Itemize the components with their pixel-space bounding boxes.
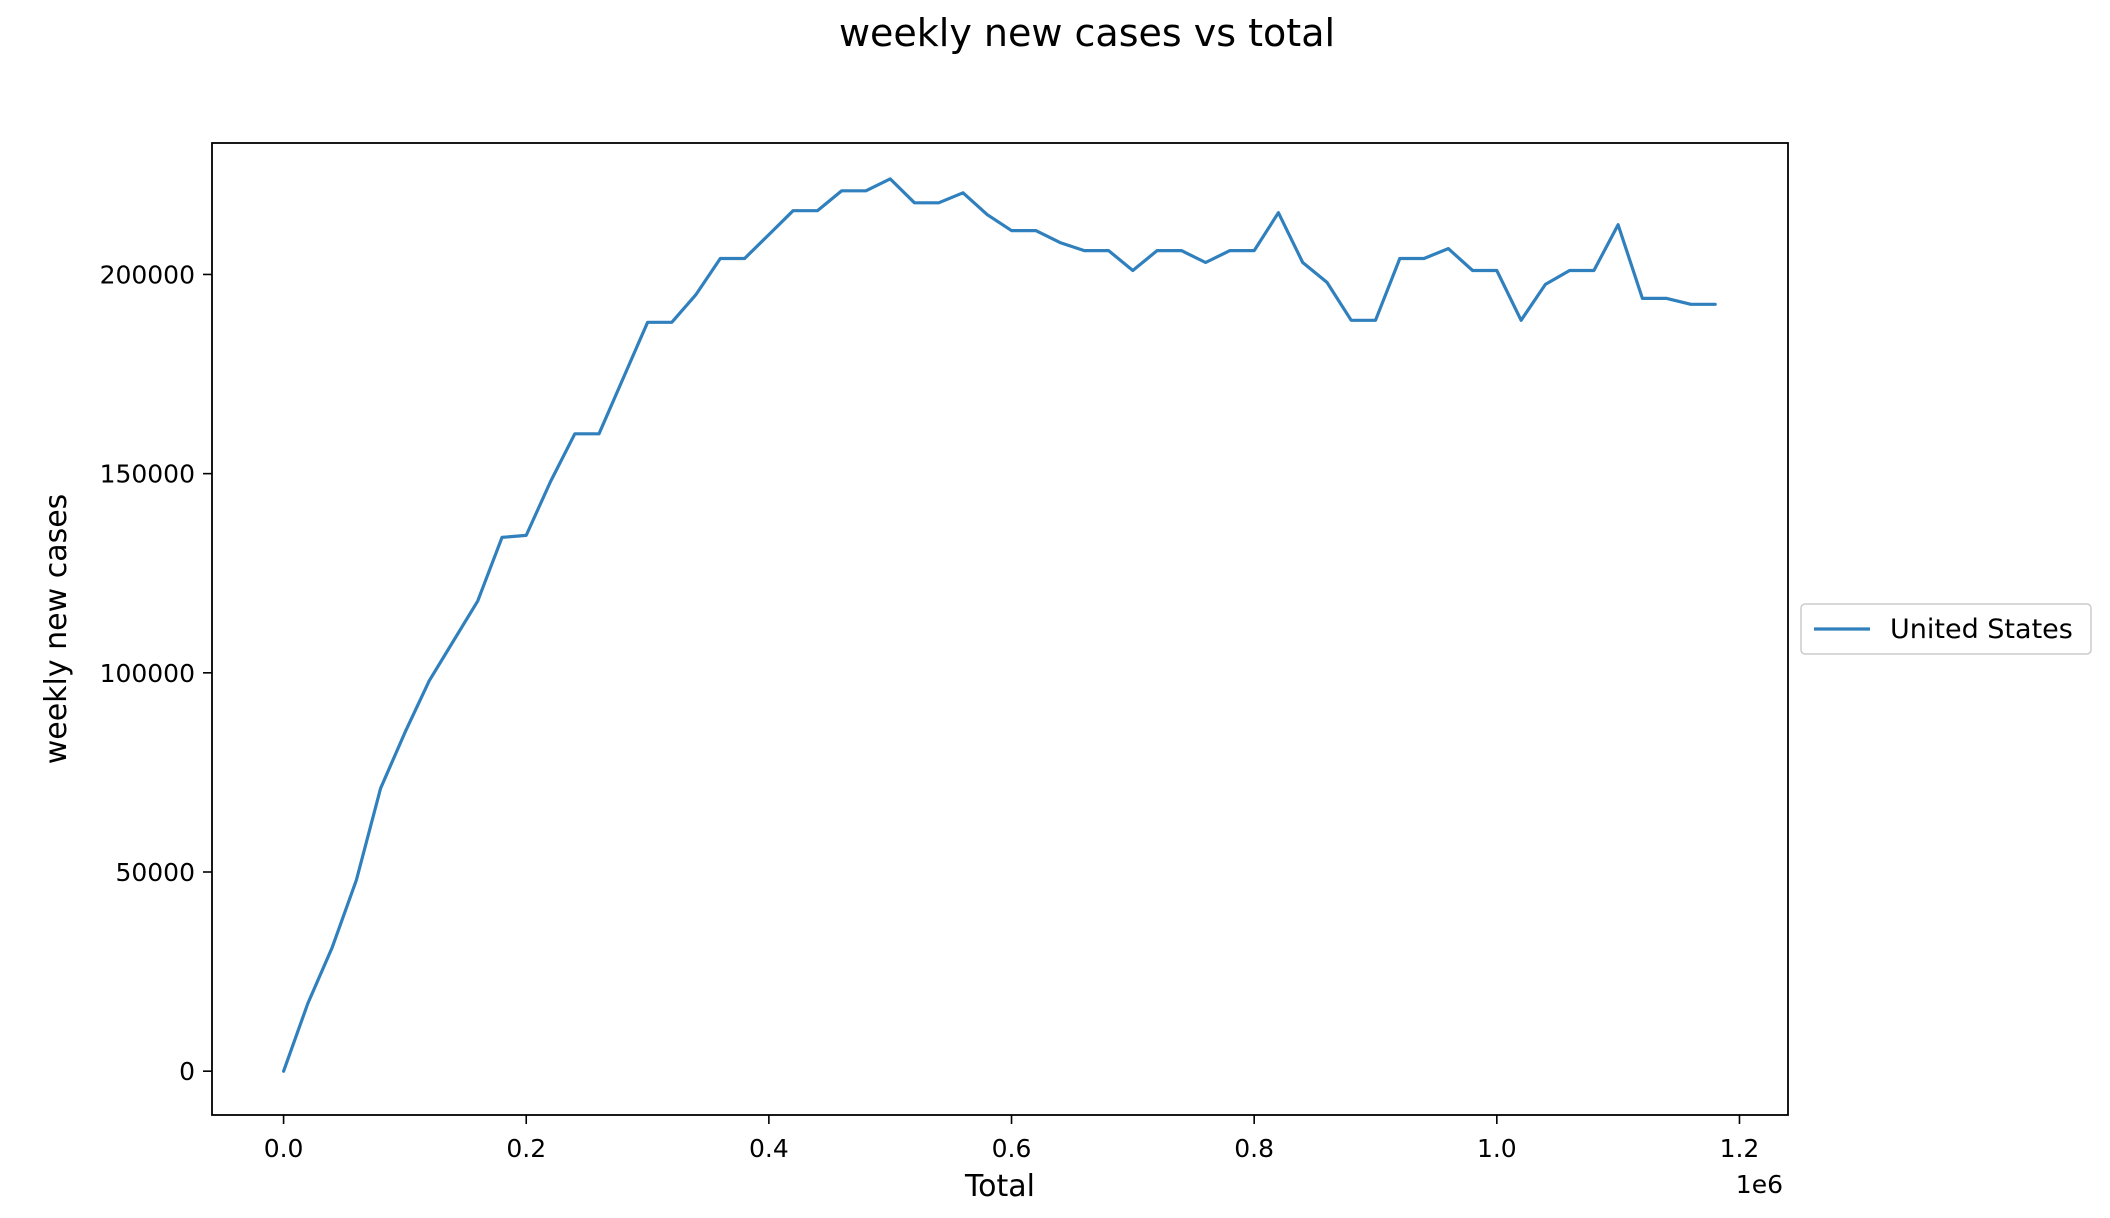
y-tick-label: 100000 bbox=[100, 659, 195, 688]
y-axis: 0 50000 100000 150000 200000 bbox=[100, 260, 212, 1086]
legend: United States bbox=[1800, 603, 2092, 655]
plot-area bbox=[211, 142, 1789, 1116]
x-axis-offset-text: 1e6 bbox=[1736, 1170, 1783, 1199]
series-line-united-states bbox=[282, 177, 1717, 1073]
x-tick-label: 1.2 bbox=[1720, 1134, 1760, 1163]
x-tick-label: 0.6 bbox=[992, 1134, 1032, 1163]
x-tick-label: 0.0 bbox=[264, 1134, 304, 1163]
plot-frame bbox=[211, 142, 1789, 1116]
x-tick-label: 0.8 bbox=[1234, 1134, 1274, 1163]
x-tick-label: 1.0 bbox=[1477, 1134, 1517, 1163]
y-axis-label: weekly new cases bbox=[39, 494, 74, 765]
legend-label-united-states: United States bbox=[1890, 614, 2073, 645]
y-tick-label: 50000 bbox=[115, 858, 195, 887]
x-axis-label: Total bbox=[964, 1169, 1035, 1204]
y-tick-label: 150000 bbox=[100, 460, 195, 489]
legend-box bbox=[1800, 603, 2092, 655]
x-tick-label: 0.4 bbox=[749, 1134, 789, 1163]
x-axis: 0.0 0.2 0.4 0.6 0.8 1.0 1.2 bbox=[264, 1115, 1760, 1163]
chart-title: weekly new cases vs total bbox=[839, 11, 1335, 55]
y-tick-label: 200000 bbox=[100, 260, 195, 289]
x-tick-label: 0.2 bbox=[506, 1134, 546, 1163]
y-tick-label: 0 bbox=[179, 1057, 195, 1086]
